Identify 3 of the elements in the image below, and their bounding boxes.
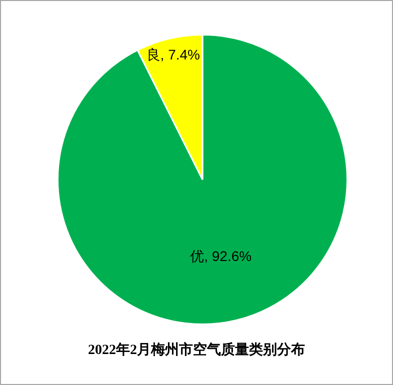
slice-label: 良, 7.4% bbox=[146, 46, 200, 62]
slice-label: 优, 92.6% bbox=[190, 248, 252, 264]
text: 2022年2月梅州市空气质量类别分布 bbox=[87, 341, 306, 359]
